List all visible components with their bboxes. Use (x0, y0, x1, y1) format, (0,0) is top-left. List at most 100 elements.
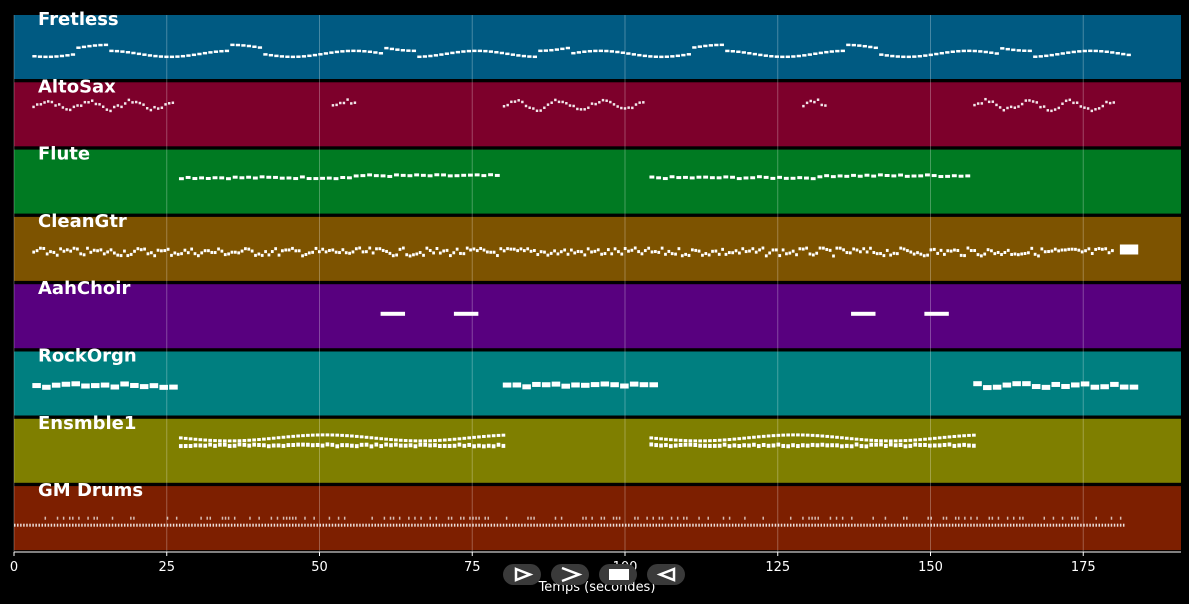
note (659, 437, 663, 441)
note (65, 248, 69, 252)
note (808, 252, 812, 256)
note (127, 98, 131, 102)
note (1020, 102, 1024, 106)
forward-button[interactable] (551, 564, 589, 585)
note (111, 516, 114, 520)
note (371, 516, 373, 520)
note (286, 435, 291, 439)
note (793, 523, 795, 527)
note (863, 523, 865, 527)
note (491, 444, 496, 449)
note (945, 51, 950, 54)
note (859, 444, 864, 449)
note (482, 434, 486, 438)
note (741, 523, 743, 527)
note (717, 438, 722, 442)
note (226, 177, 231, 181)
track-lanes (14, 15, 1181, 551)
note (72, 105, 76, 109)
note (824, 174, 830, 178)
note (741, 247, 745, 251)
note (654, 443, 658, 448)
note (688, 439, 693, 443)
note (506, 247, 509, 251)
note (698, 516, 700, 520)
note (829, 50, 834, 53)
note (219, 49, 224, 53)
note (292, 516, 294, 520)
back-button[interactable] (647, 564, 685, 585)
note (81, 523, 83, 527)
note (1090, 251, 1094, 255)
note (120, 381, 129, 387)
note (830, 435, 834, 439)
note (712, 443, 717, 448)
note (331, 104, 335, 107)
note (637, 250, 640, 254)
note (158, 55, 164, 58)
note (1011, 48, 1016, 52)
note (946, 249, 950, 253)
note (991, 516, 994, 520)
note (543, 106, 546, 110)
note (356, 523, 358, 527)
note (962, 442, 966, 447)
note (180, 252, 183, 256)
note (884, 516, 887, 520)
note (1009, 105, 1013, 109)
note (820, 434, 825, 438)
note (249, 523, 251, 527)
note (1088, 49, 1093, 53)
note (688, 442, 693, 447)
note (896, 523, 899, 527)
note (993, 252, 997, 256)
note (751, 247, 755, 251)
note (677, 247, 681, 251)
note (683, 439, 688, 443)
note (76, 247, 79, 251)
note (736, 50, 741, 54)
note (798, 247, 802, 251)
note (532, 107, 535, 110)
note (634, 103, 638, 106)
note (869, 438, 874, 442)
note (747, 52, 752, 55)
note (254, 253, 257, 257)
note (294, 249, 298, 253)
note (924, 311, 949, 316)
note (992, 384, 1002, 390)
note (864, 173, 870, 177)
note (41, 523, 43, 527)
note (631, 523, 633, 527)
track-notes (32, 43, 1131, 59)
note (428, 439, 432, 443)
note (423, 442, 428, 447)
note (860, 523, 862, 527)
note (951, 174, 957, 178)
note (573, 523, 575, 527)
note (942, 442, 947, 447)
note (565, 101, 568, 105)
note (712, 439, 717, 443)
note (670, 516, 673, 520)
note (116, 253, 120, 257)
note (659, 443, 663, 448)
note (930, 516, 932, 520)
note (511, 523, 514, 527)
note (585, 523, 587, 527)
note (576, 107, 579, 111)
note (600, 516, 603, 520)
note (655, 523, 658, 527)
note (753, 523, 755, 527)
note (576, 249, 580, 253)
stop-button[interactable] (599, 564, 637, 585)
note (776, 442, 781, 447)
note (1058, 523, 1061, 527)
note (1024, 99, 1028, 102)
note (727, 438, 732, 442)
note (681, 53, 686, 57)
note (340, 443, 344, 448)
rewind-button[interactable] (503, 564, 541, 585)
note (109, 109, 112, 113)
note (693, 439, 698, 443)
